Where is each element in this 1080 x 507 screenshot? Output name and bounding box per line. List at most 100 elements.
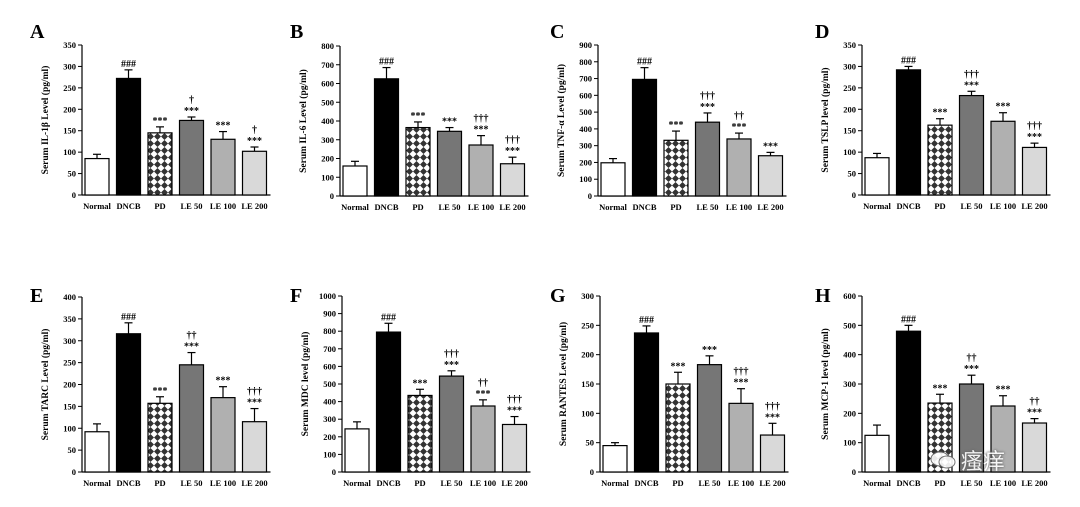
significance-label: †	[189, 95, 194, 106]
x-tick-label: PD	[934, 201, 945, 211]
y-tick-label: 50	[848, 169, 857, 179]
y-tick-label: 0	[588, 191, 592, 201]
panel-c: C 0 100 200 300 400 500 600 700 800 900 Serum TNF-α…	[550, 21, 787, 212]
x-tick-label: LE 200	[499, 202, 525, 212]
panel-letter: E	[30, 285, 43, 307]
y-tick-label: 900	[579, 40, 592, 50]
y-tick-label: 100	[581, 408, 594, 418]
y-tick-label: 600	[323, 361, 336, 371]
significance-label: ***	[765, 412, 780, 423]
significance-label: ###	[639, 315, 654, 326]
significance-label: ***	[505, 146, 520, 157]
x-tick-label: LE 100	[470, 478, 496, 488]
x-tick-label: LE 200	[757, 202, 783, 212]
x-tick-label: LE 100	[728, 478, 754, 488]
y-axis-label: Serum TSLP level (pg/ml)	[820, 67, 831, 172]
x-tick-label: Normal	[83, 201, 111, 211]
y-tick-label: 400	[843, 350, 856, 360]
y-tick-label: 700	[579, 74, 592, 84]
y-tick-label: 350	[63, 40, 76, 50]
x-tick-label: LE 100	[210, 201, 236, 211]
significance-label: ***	[247, 136, 262, 147]
y-tick-label: 400	[321, 116, 334, 126]
significance-label: ***	[411, 111, 426, 122]
significance-label: †††	[734, 367, 749, 378]
bar-dncb	[633, 332, 660, 473]
bar-le-100	[726, 138, 752, 197]
significance-label: †††	[507, 395, 522, 406]
y-tick-label: 600	[843, 291, 856, 301]
y-tick-label: 300	[843, 61, 856, 71]
significance-label: ***	[964, 364, 979, 375]
y-tick-label: 150	[63, 401, 76, 411]
significance-label: †††	[247, 387, 262, 398]
bar-le-50	[694, 121, 721, 197]
y-tick-label: 0	[72, 190, 76, 200]
significance-label: ***	[734, 378, 749, 389]
y-tick-label: 0	[332, 467, 336, 477]
significance-label: †††	[444, 349, 459, 360]
significance-label: ***	[444, 360, 459, 371]
significance-label: ###	[121, 59, 136, 70]
x-tick-label: Normal	[343, 478, 371, 488]
bar-pd	[665, 383, 691, 473]
y-tick-label: 150	[581, 379, 594, 389]
y-tick-label: 200	[63, 380, 76, 390]
bar-le-100	[468, 144, 494, 197]
watermark: 瘙痒	[930, 444, 1005, 476]
x-tick-label: LE 200	[241, 201, 267, 211]
y-tick-label: 0	[852, 467, 856, 477]
y-axis-label: Serum RANTES Level (pg/ml)	[558, 322, 569, 446]
significance-label: ***	[507, 406, 522, 417]
bar-pd	[663, 139, 689, 197]
y-tick-label: 100	[63, 423, 76, 433]
y-tick-label: 250	[63, 358, 76, 368]
bar-le-100	[990, 405, 1016, 473]
y-tick-label: 300	[581, 291, 594, 301]
significance-label: ###	[901, 314, 916, 325]
bar-le-200	[499, 163, 526, 197]
bar-pd	[147, 132, 173, 196]
bar-dncb	[895, 330, 922, 473]
y-tick-label: 100	[843, 438, 856, 448]
bar-normal	[864, 434, 890, 473]
significance-label: ###	[379, 57, 394, 68]
panel-h: H 0 100 200 300 400 500 600 Serum MCP-1 level (p…	[815, 285, 1051, 488]
bar-pd	[405, 126, 431, 197]
bar-le-100	[210, 138, 236, 196]
significance-label: ###	[637, 57, 652, 68]
y-tick-label: 700	[323, 344, 336, 354]
significance-label: ***	[216, 376, 231, 387]
y-tick-label: 300	[843, 379, 856, 389]
x-tick-label: PD	[670, 202, 681, 212]
significance-label: ††	[967, 353, 977, 364]
bar-le-50	[438, 375, 465, 473]
bar-dncb	[373, 78, 400, 197]
significance-label: †††	[505, 135, 520, 146]
y-tick-label: 100	[321, 172, 334, 182]
y-tick-label: 200	[579, 157, 592, 167]
y-tick-label: 0	[72, 467, 76, 477]
significance-label: †††	[1027, 121, 1042, 132]
significance-label: †††	[765, 401, 780, 412]
y-tick-label: 500	[323, 379, 336, 389]
x-tick-label: LE 200	[1021, 478, 1047, 488]
panel-letter: C	[550, 21, 564, 43]
significance-label: †††	[964, 69, 979, 80]
bar-dncb	[375, 331, 402, 473]
x-tick-label: LE 50	[439, 202, 461, 212]
bar-le-200	[1021, 146, 1048, 196]
y-tick-label: 400	[63, 292, 76, 302]
panel-letter: A	[30, 21, 45, 43]
y-tick-label: 200	[843, 104, 856, 114]
y-tick-label: 100	[579, 174, 592, 184]
bar-le-50	[436, 130, 463, 197]
y-axis-label: Serum MCP-1 level (pg/ml)	[820, 328, 831, 440]
x-tick-label: DNCB	[376, 478, 400, 488]
x-tick-label: LE 200	[241, 478, 267, 488]
x-tick-label: DNCB	[896, 201, 920, 211]
y-tick-label: 300	[63, 61, 76, 71]
significance-label: ***	[996, 102, 1011, 113]
y-tick-label: 600	[579, 90, 592, 100]
x-tick-label: LE 50	[181, 201, 203, 211]
